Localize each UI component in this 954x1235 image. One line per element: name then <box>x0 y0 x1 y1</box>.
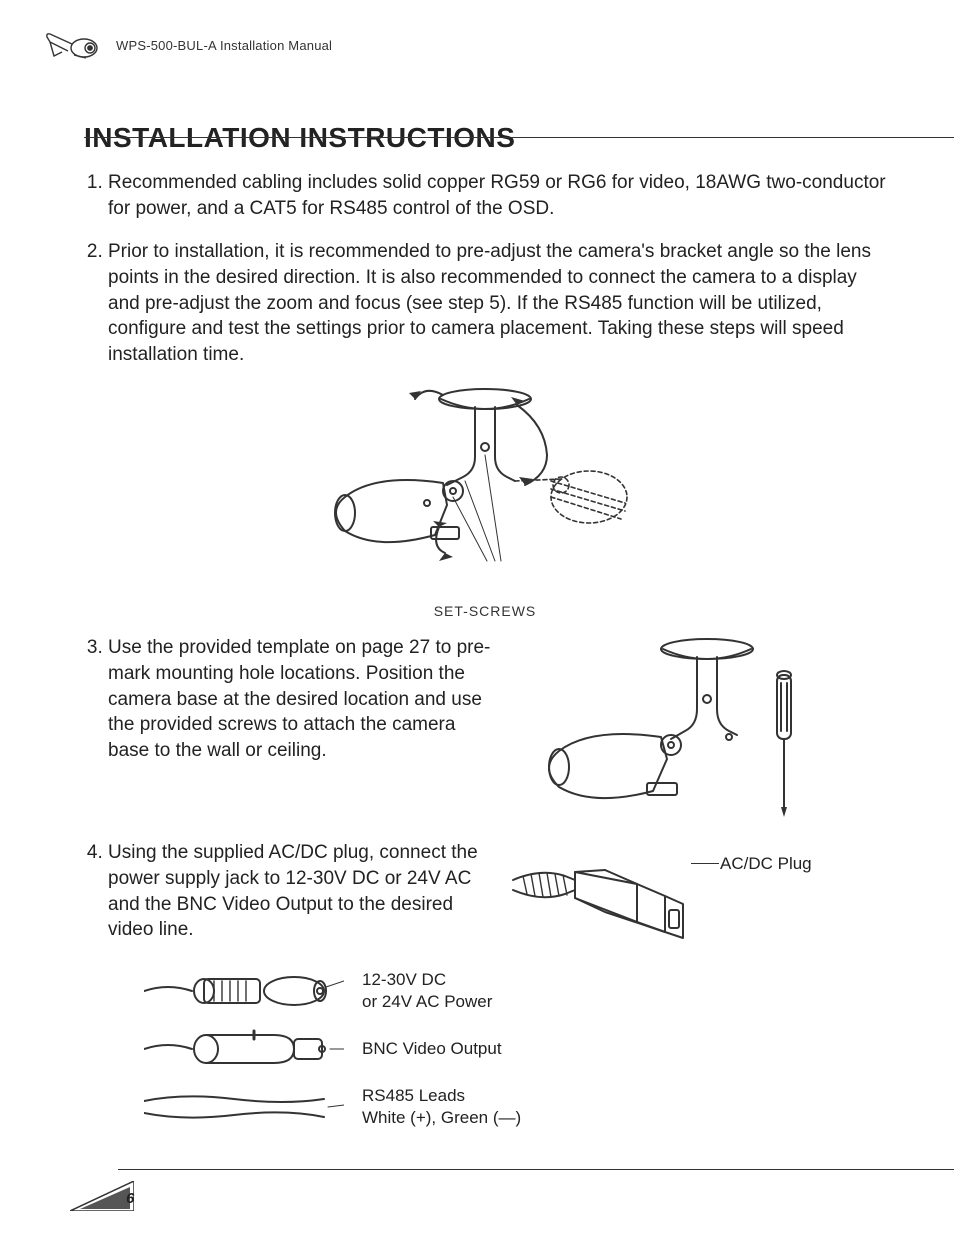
bnc-icon <box>144 1025 344 1073</box>
rs485-label: RS485 Leads White (+), Green (—) <box>362 1085 521 1129</box>
step-4-text: Using the supplied AC/DC plug, connect t… <box>108 840 485 943</box>
power-jack-icon <box>144 967 344 1015</box>
acdc-plug-diagram <box>505 840 695 950</box>
page-footer: 6 <box>0 1169 954 1199</box>
step-4-row: Using the supplied AC/DC plug, connect t… <box>84 840 886 961</box>
set-screws-label: SET-SCREWS <box>84 603 886 619</box>
page: WPS-500-BUL-A Installation Manual Instal… <box>0 0 954 1235</box>
rs485-leads-icon <box>144 1083 344 1131</box>
section-title: Installation Instructions <box>84 122 886 154</box>
figure-bracket-adjust <box>84 385 886 585</box>
figure-plug: AC/DC Plug <box>505 840 886 955</box>
connector-diagram: 12-30V DC or 24V AC Power BNC Video Outp… <box>144 967 886 1131</box>
power-label-line1: 12-30V DC <box>362 969 492 991</box>
title-rule <box>84 137 954 138</box>
plug-label: AC/DC Plug <box>720 854 812 874</box>
step-1: Recommended cabling includes solid coppe… <box>108 170 886 221</box>
step-3-text: Use the provided template on page 27 to … <box>108 635 501 763</box>
doc-title: WPS-500-BUL-A Installation Manual <box>116 38 332 53</box>
plug-leader-line <box>691 863 719 864</box>
step-3: Use the provided template on page 27 to … <box>108 635 501 763</box>
step-3-row: Use the provided template on page 27 to … <box>84 635 886 840</box>
connector-power-row: 12-30V DC or 24V AC Power <box>144 967 886 1015</box>
bnc-label: BNC Video Output <box>362 1038 502 1060</box>
rs485-label-line1: RS485 Leads <box>362 1085 521 1107</box>
running-header: WPS-500-BUL-A Installation Manual <box>44 28 886 62</box>
mounting-diagram <box>521 635 821 835</box>
step-4: Using the supplied AC/DC plug, connect t… <box>108 840 485 943</box>
connector-bnc-row: BNC Video Output <box>144 1025 886 1073</box>
step-2-text: Prior to installation, it is recommended… <box>108 239 886 367</box>
step-2: Prior to installation, it is recommended… <box>108 239 886 367</box>
instruction-list: Recommended cabling includes solid coppe… <box>84 170 886 367</box>
connector-rs485-row: RS485 Leads White (+), Green (—) <box>144 1083 886 1131</box>
figure-mounting <box>521 635 821 840</box>
power-label-line2: or 24V AC Power <box>362 991 492 1013</box>
power-label: 12-30V DC or 24V AC Power <box>362 969 492 1013</box>
step-3-list: Use the provided template on page 27 to … <box>84 635 501 781</box>
rs485-label-line2: White (+), Green (—) <box>362 1107 521 1129</box>
step-1-text: Recommended cabling includes solid coppe… <box>108 170 886 221</box>
step-4-list: Using the supplied AC/DC plug, connect t… <box>84 840 485 961</box>
camera-logo-icon <box>44 28 102 62</box>
page-number: 6 <box>126 1190 134 1207</box>
footer-rule <box>118 1169 954 1170</box>
footer-wedge-icon <box>70 1181 134 1211</box>
bracket-adjust-diagram <box>315 385 655 585</box>
